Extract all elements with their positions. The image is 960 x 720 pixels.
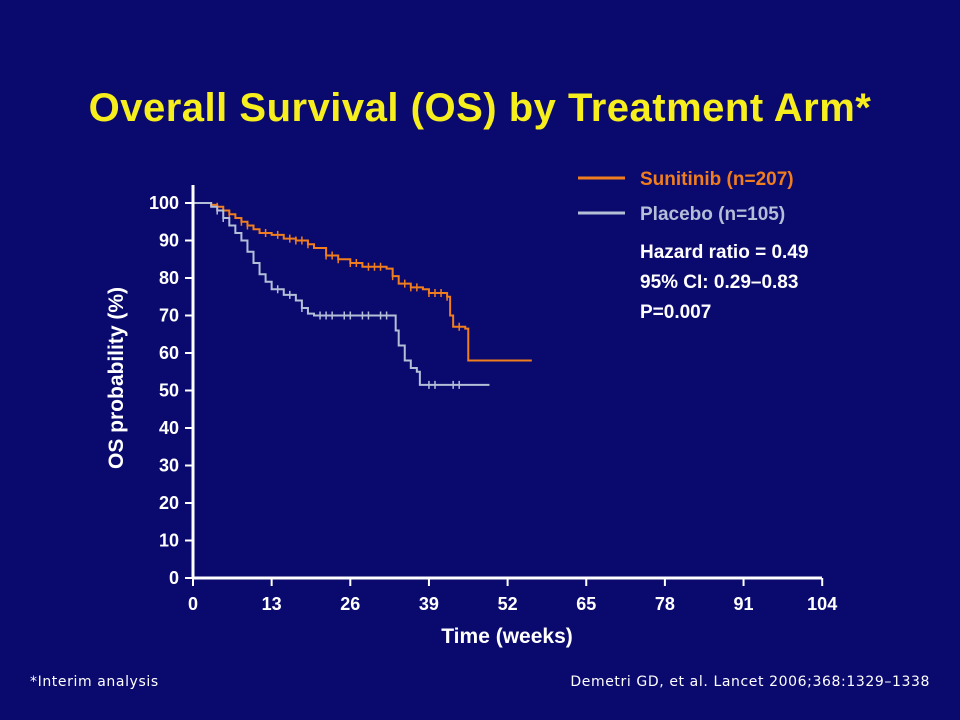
x-tick-label: 52 xyxy=(498,594,518,614)
x-tick-label: 78 xyxy=(655,594,675,614)
y-tick-label: 80 xyxy=(159,268,179,288)
y-tick-label: 70 xyxy=(159,306,179,326)
chart-title: Overall Survival (OS) by Treatment Arm* xyxy=(88,86,872,130)
y-tick-label: 40 xyxy=(159,418,179,438)
x-tick-label: 39 xyxy=(419,594,439,614)
confidence-interval-text: 95% CI: 0.29–0.83 xyxy=(640,272,798,293)
y-tick-label: 50 xyxy=(159,381,179,401)
x-tick-label: 0 xyxy=(188,594,198,614)
citation: Demetri GD, et al. Lancet 2006;368:1329–… xyxy=(570,674,930,690)
survival-curves xyxy=(193,202,532,389)
y-axis-label: OS probability (%) xyxy=(105,287,128,469)
legend-label-placebo: Placebo (n=105) xyxy=(640,204,785,225)
y-tick-label: 60 xyxy=(159,343,179,363)
x-tick-label: 65 xyxy=(576,594,596,614)
footnote: *Interim analysis xyxy=(30,674,159,690)
x-tick-label: 13 xyxy=(262,594,282,614)
x-tick-label: 104 xyxy=(807,594,837,614)
y-tick-label: 100 xyxy=(149,193,179,213)
y-tick-label: 10 xyxy=(159,531,179,551)
y-tick-label: 30 xyxy=(159,456,179,476)
x-axis-label: Time (weeks) xyxy=(441,625,573,648)
x-tick-label: 26 xyxy=(340,594,360,614)
series-line-placebo xyxy=(193,202,490,386)
p-value-text: P=0.007 xyxy=(640,302,711,323)
legend-label-sunitinib: Sunitinib (n=207) xyxy=(640,169,794,190)
series-line-sunitinib xyxy=(193,202,532,362)
y-tick-label: 20 xyxy=(159,493,179,513)
x-axis-ticks: 0 13 26 39 52 65 78 91 104 xyxy=(188,578,837,614)
y-tick-label: 90 xyxy=(159,231,179,251)
x-tick-label: 91 xyxy=(734,594,754,614)
y-axis-ticks: 0 10 20 30 40 50 60 70 80 90 100 xyxy=(149,193,193,588)
hazard-ratio-text: Hazard ratio = 0.49 xyxy=(640,242,808,263)
y-tick-label: 0 xyxy=(169,568,179,588)
